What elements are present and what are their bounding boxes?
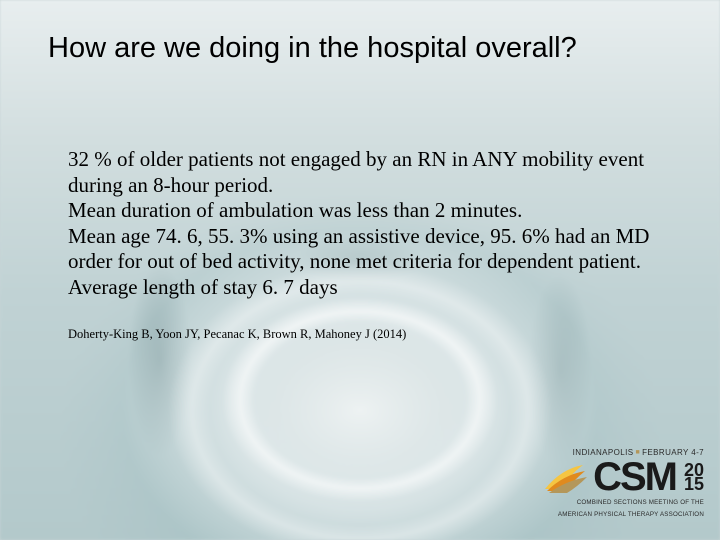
flame-icon	[543, 459, 587, 495]
slide-title: How are we doing in the hospital overall…	[48, 32, 672, 65]
body-line-4: Average length of stay 6. 7 days	[68, 275, 658, 301]
logo-main-row: CSM 20 15	[516, 459, 704, 495]
logo-subtitle-1: COMBINED SECTIONS MEETING OF THE	[516, 499, 704, 507]
body-line-1: 32 % of older patients not engaged by an…	[68, 147, 658, 198]
body-line-2: Mean duration of ambulation was less tha…	[68, 198, 658, 224]
conference-logo: INDIANAPOLIS■FEBRUARY 4-7 CSM 20 15 COMB…	[516, 448, 704, 526]
logo-csm-text: CSM	[593, 460, 676, 494]
slide-body: 32 % of older patients not engaged by an…	[68, 147, 658, 301]
logo-year-bottom: 15	[684, 477, 704, 491]
logo-year: 20 15	[684, 463, 704, 491]
citation: Doherty-King B, Yoon JY, Pecanac K, Brow…	[68, 327, 672, 342]
body-line-3: Mean age 74. 6, 55. 3% using an assistiv…	[68, 224, 658, 275]
slide: How are we doing in the hospital overall…	[0, 0, 720, 540]
logo-subtitle-2: AMERICAN PHYSICAL THERAPY ASSOCIATION	[516, 511, 704, 519]
